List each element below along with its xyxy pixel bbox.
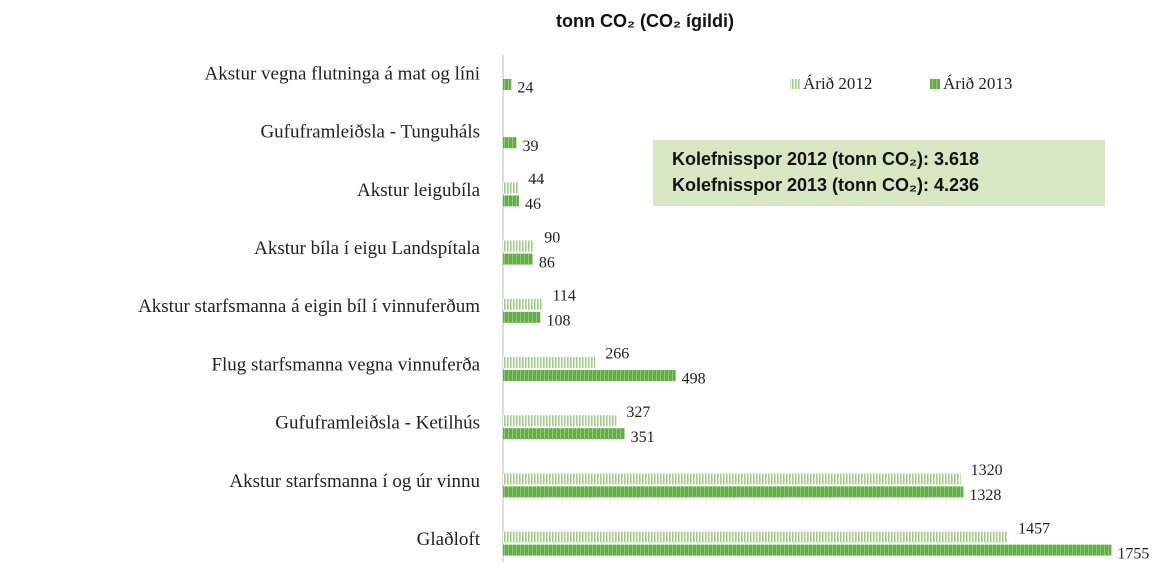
bar [503, 137, 517, 149]
bar [503, 357, 596, 368]
annotation-box [653, 140, 1105, 206]
value-label: 24 [517, 80, 533, 97]
bar [503, 544, 1112, 556]
bar [503, 311, 541, 323]
category-label: Akstur starfsmanna í og úr vinnu [229, 471, 480, 492]
category-label: Akstur leigubíla [357, 180, 481, 201]
value-label: 266 [605, 346, 629, 363]
legend-swatch [930, 79, 940, 89]
category-label: Akstur vegna flutninga á mat og líni [205, 63, 480, 84]
legend-swatch [790, 79, 800, 89]
bar [503, 298, 543, 310]
bar [503, 253, 533, 265]
value-label: 90 [544, 229, 560, 246]
value-label: 114 [553, 287, 576, 304]
bar [503, 473, 961, 485]
value-label: 86 [539, 254, 555, 271]
bar [503, 182, 519, 194]
value-label: 1328 [969, 487, 1001, 504]
bar [503, 415, 617, 427]
annotation: Kolefnisspor 2013 (tonn CO₂): 4.236 [672, 175, 979, 195]
value-label: 327 [626, 404, 650, 421]
bar [503, 486, 964, 498]
bar [503, 428, 625, 440]
category-label: Flug starfsmanna vegna vinnuferða [211, 354, 480, 375]
bar [503, 79, 512, 90]
bar [503, 370, 676, 381]
value-label: 108 [546, 312, 570, 329]
chart-title: tonn CO₂ (CO₂ ígildi) [556, 11, 734, 31]
annotation: Kolefnisspor 2012 (tonn CO₂): 3.618 [672, 149, 979, 169]
value-label: 351 [631, 429, 655, 446]
category-label: Gufuframleiðsla - Tunguháls [260, 122, 480, 143]
value-label: 1755 [1117, 545, 1149, 562]
category-label: Glaðloft [417, 529, 481, 550]
value-label: 39 [523, 138, 539, 155]
value-label: 1320 [971, 462, 1003, 479]
bar [503, 240, 535, 252]
value-label: 1457 [1018, 520, 1050, 537]
legend-label: Árið 2012 [803, 74, 872, 93]
bar [503, 195, 519, 207]
bar [503, 531, 1009, 543]
category-label: Gufuframleiðsla - Ketilhús [275, 413, 480, 434]
value-label: 44 [528, 171, 544, 188]
category-label: Akstur bíla í eigu Landspítala [254, 238, 480, 259]
category-label: Akstur starfsmanna á eigin bíl í vinnufe… [138, 296, 480, 317]
value-label: 46 [525, 196, 541, 213]
legend-label: Árið 2013 [943, 74, 1012, 93]
value-label: 498 [682, 371, 706, 388]
